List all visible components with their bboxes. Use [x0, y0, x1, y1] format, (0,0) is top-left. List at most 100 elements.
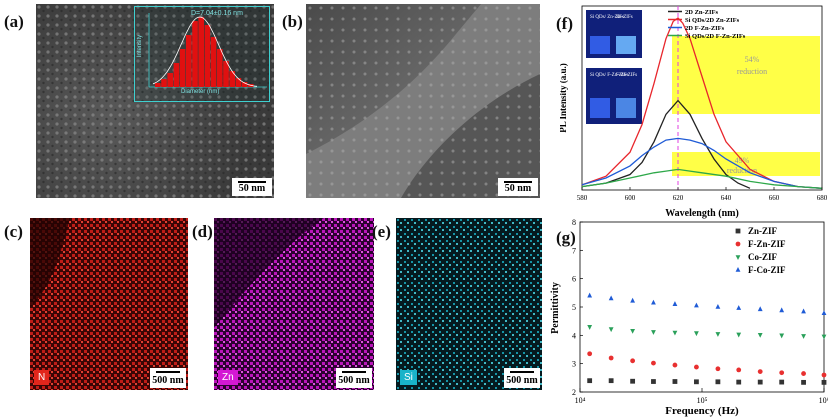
perm-point — [779, 370, 785, 376]
histogram-bar — [155, 83, 161, 87]
panel-label-g: (g) — [556, 228, 576, 247]
inset-ylabel: Intensity — [137, 34, 144, 58]
panel-label-f: (f) — [556, 14, 573, 33]
histogram-bar — [186, 35, 192, 87]
pl-xtick-label: 600 — [625, 194, 636, 202]
panel-label-b: (b) — [282, 12, 303, 31]
perm-point — [801, 308, 806, 314]
perm-ytick-label: 8 — [572, 218, 576, 227]
perm-point — [587, 292, 593, 298]
perm-point — [694, 364, 699, 370]
perm-point — [821, 334, 827, 340]
perm-legend-marker — [735, 228, 741, 234]
perm-point — [715, 366, 721, 372]
perm-point — [587, 325, 593, 330]
perm-point — [694, 302, 699, 308]
panel-label-d: (d) — [192, 222, 213, 241]
inset-title: D=7.04±0.16 nm — [191, 10, 243, 17]
perm-point — [694, 331, 699, 337]
perm-point — [736, 305, 742, 310]
pl-xtick-label: 620 — [673, 194, 684, 202]
scale-bar-d: 500 nm — [336, 368, 372, 388]
vial-si-fzn-zif — [590, 98, 610, 118]
tem-texture-b — [306, 4, 540, 198]
perm-point — [779, 333, 785, 339]
pl-chart: 54% reduction 49% reduction Si QDs/ Zn-Z… — [560, 5, 828, 219]
perm-ytick-label: 4 — [572, 331, 576, 340]
panel-label-a: (a) — [4, 12, 24, 31]
scale-bar-c: 500 nm — [150, 368, 186, 388]
histogram-bar — [223, 61, 229, 87]
perm-xtick-label: 10⁴ — [575, 396, 586, 405]
perm-point — [587, 378, 593, 384]
photo-bottom-label-1: Si QDs/ F-Zn-ZIFs — [590, 73, 628, 78]
pl-legend-label: 2D Zn-ZIFs — [685, 9, 719, 16]
perm-xlabel: Frequency (Hz) — [665, 405, 739, 417]
pl-legend-label: Si QDs/2D F-Zn-ZIFs — [685, 33, 746, 40]
perm-point — [821, 379, 827, 385]
pl-xtick-label: 660 — [769, 194, 780, 202]
perm-point — [651, 330, 656, 335]
perm-point — [715, 332, 721, 337]
perm-point — [694, 379, 699, 385]
perm-plot-frame — [579, 221, 825, 393]
perm-ytick-label: 6 — [572, 275, 576, 284]
perm-point — [651, 379, 656, 384]
perm-legend-label: F-Zn-ZIF — [748, 239, 786, 249]
perm-point — [651, 360, 656, 366]
scale-bar-e: 500 nm — [504, 368, 540, 388]
perm-point — [587, 351, 593, 357]
perm-ytick-label: 7 — [572, 246, 576, 255]
perm-point — [821, 310, 827, 316]
perm-ylabel: Permittivity — [550, 282, 561, 334]
histogram-bar — [241, 82, 248, 87]
inset-xlabel: Diameter (nm) — [181, 89, 220, 95]
perm-point — [630, 358, 636, 364]
eds-texture-zn — [214, 218, 374, 390]
perm-point — [672, 301, 678, 306]
perm-point — [672, 362, 678, 368]
histogram-bar — [192, 21, 198, 87]
pl-series-line — [581, 17, 823, 189]
histogram-bar — [217, 49, 223, 87]
histogram-bar — [229, 71, 235, 87]
perm-point — [736, 332, 742, 338]
pl-legend-label: Si QDs/2D Zn-ZIFs — [685, 17, 740, 24]
photo-top-label-1: Si QDs/ Zn-ZIFs — [590, 15, 624, 20]
element-tag-n: N — [34, 370, 50, 385]
perm-point — [757, 306, 763, 312]
annot-top-text: reduction — [737, 67, 767, 76]
perm-point — [608, 355, 614, 361]
scale-bar-b: 50 nm — [498, 178, 538, 196]
vial-zn-zif — [616, 36, 636, 54]
histogram-bar — [198, 17, 204, 87]
eds-texture-si — [396, 218, 542, 390]
histogram-bar — [204, 25, 211, 87]
histogram-bar — [210, 37, 217, 87]
scale-bar-a: 50 nm — [232, 178, 272, 196]
perm-xtick-label: 10⁵ — [697, 396, 708, 405]
perm-point — [801, 371, 806, 376]
panel-label-c: (c) — [4, 222, 23, 241]
perm-point — [757, 379, 763, 385]
perm-legend-marker — [735, 241, 741, 247]
tem-image-b: 50 nm — [306, 4, 540, 198]
size-distribution-inset: D=7.04±0.16 nm Diameter (nm) Intensity — [134, 6, 270, 102]
perm-point — [715, 304, 721, 309]
perm-ytick-label: 2 — [572, 388, 576, 397]
perm-legend-label: F-Co-ZIF — [748, 265, 786, 275]
perm-point — [757, 332, 763, 338]
perm-point — [779, 379, 785, 385]
perm-point — [779, 307, 785, 313]
tem-image-a: D=7.04±0.16 nm Diameter (nm) Intensity 5… — [36, 4, 274, 198]
perm-xtick-label: 10⁶ — [819, 396, 828, 405]
perm-point — [630, 329, 636, 334]
histogram-bar — [167, 73, 173, 87]
perm-point — [715, 379, 721, 385]
histogram-bar — [179, 49, 186, 87]
permittivity-chart: 2 3 4 5 6 7 8 10⁴ 10⁵ 10⁶ Zn-ZIF F-Zn-ZIF Co-ZIF F-C… — [550, 218, 828, 417]
perm-point — [736, 379, 742, 385]
vial-fzn-zif — [616, 98, 636, 118]
panel-label-e: (e) — [372, 222, 391, 241]
perm-point — [672, 379, 678, 384]
